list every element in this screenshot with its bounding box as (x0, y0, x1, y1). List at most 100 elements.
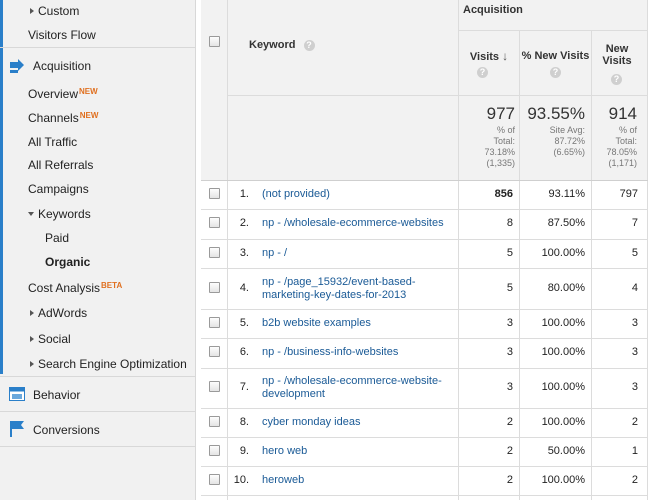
sidebar-item-paid[interactable]: Paid (45, 231, 70, 245)
row-checkbox[interactable] (209, 188, 220, 199)
sidebar-item-all-referrals[interactable]: All Referrals (28, 158, 94, 172)
sidebar-item-all-traffic[interactable]: All Traffic (28, 135, 78, 149)
divider (0, 411, 196, 412)
row-divider (201, 437, 648, 438)
sidebar-item-keywords[interactable]: Keywords (28, 207, 224, 221)
sidebar-section-acquisition[interactable]: Acquisition (0, 58, 196, 78)
sidebar-item-custom[interactable]: Custom (30, 4, 226, 18)
row-checkbox[interactable] (209, 445, 220, 456)
table-row: 5. b2b website examples 3 100.00% 3 (201, 309, 648, 339)
column-header-new-visits[interactable]: New Visits (602, 43, 632, 67)
cell-new-visits: 7 (631, 217, 638, 229)
table-row: 7. np - /wholesale-ecommerce-website-deve… (201, 368, 648, 409)
row-index: 3. (239, 247, 249, 259)
cell-visits: 5 (506, 247, 513, 259)
cell-new-visits: 2 (631, 416, 638, 428)
help-icon[interactable]: ? (611, 71, 622, 85)
keyword-link[interactable]: b2b website examples (262, 317, 371, 329)
cell-visits: 3 (506, 346, 513, 358)
help-icon[interactable]: ? (303, 40, 315, 51)
select-all-checkbox[interactable] (209, 36, 220, 47)
sidebar-item-social[interactable]: Social (30, 332, 226, 346)
cell-new-visits: 797 (619, 188, 638, 200)
cell-new-visits: 4 (631, 282, 638, 294)
keyword-link[interactable]: np - /business-info-websites (262, 346, 399, 358)
sidebar-item-campaigns[interactable]: Campaigns (28, 182, 89, 196)
help-icon[interactable]: ? (550, 64, 561, 78)
row-checkbox[interactable] (209, 416, 220, 427)
new-badge: NEW (79, 87, 98, 96)
sidebar-item-visitors-flow[interactable]: Visitors Flow (28, 28, 96, 42)
keyword-link[interactable]: np - /wholesale-ecommerce-websites (262, 217, 444, 229)
sidebar-item-adwords[interactable]: AdWords (30, 306, 226, 320)
keyword-link[interactable]: np - /wholesale-ecommerce-website-develo… (262, 375, 442, 400)
divider (0, 47, 196, 48)
sidebar-nav: Custom Visitors Flow Acquisition Overvie… (0, 0, 196, 500)
row-checkbox[interactable] (209, 474, 220, 485)
keyword-link[interactable]: np - / (262, 247, 288, 259)
column-header-new-visits-pct[interactable]: % New Visits (521, 50, 590, 62)
row-index: 9. (239, 445, 249, 457)
row-divider (201, 209, 648, 210)
sidebar-item-cost-analysis[interactable]: Cost AnalysisBETA (28, 281, 123, 295)
row-checkbox[interactable] (209, 247, 220, 258)
expand-triangle-icon (30, 8, 34, 14)
sidebar-section-behavior[interactable]: Behavior (0, 387, 196, 405)
row-checkbox[interactable] (209, 346, 220, 357)
row-divider (201, 338, 648, 339)
keyword-table: Keyword ? Acquisition Visits ↓ ? % New V… (201, 0, 648, 500)
table-row: 9. hero web 2 50.00% 1 (201, 437, 648, 467)
cell-new-visits-pct: 100.00% (541, 381, 585, 393)
sidebar-section-conversions[interactable]: Conversions (0, 421, 196, 439)
summary-visits-sub: % of Total: 73.18% (1,335) (484, 125, 515, 168)
sidebar-item-overview[interactable]: OverviewNEW (28, 87, 98, 101)
keyword-link[interactable]: (not provided) (262, 188, 330, 200)
keyword-link[interactable]: np - /page_15932/event-based-marketing-k… (262, 276, 416, 301)
cell-new-visits: 3 (631, 317, 638, 329)
row-checkbox[interactable] (209, 282, 220, 293)
row-index: 2. (239, 217, 249, 229)
cell-visits: 3 (506, 317, 513, 329)
column-group-acquisition: Acquisition (463, 4, 523, 16)
cell-visits: 8 (506, 217, 513, 229)
row-index: 4. (239, 282, 249, 294)
row-checkbox[interactable] (209, 217, 220, 228)
cell-new-visits-pct: 100.00% (541, 416, 585, 428)
summary-new-visits-sub: % of Total: 78.05% (1,171) (606, 125, 637, 168)
row-checkbox[interactable] (209, 317, 220, 328)
cell-visits: 2 (506, 445, 513, 457)
keyword-link[interactable]: heroweb (262, 474, 305, 486)
table-row: 2. np - /wholesale-ecommerce-websites 8 87.… (201, 209, 648, 240)
cell-visits: 3 (506, 381, 513, 393)
cell-new-visits: 3 (631, 346, 638, 358)
behavior-window-icon (9, 387, 25, 404)
keyword-link[interactable]: cyber monday ideas (262, 416, 361, 428)
sidebar-item-seo[interactable]: Search Engine Optimization (30, 357, 226, 371)
summary-new-visits: 914 (608, 104, 637, 123)
cell-new-visits-pct: 87.50% (547, 217, 585, 229)
cell-visits: 2 (506, 474, 513, 486)
column-header-keyword[interactable]: Keyword ? (249, 39, 315, 51)
sidebar-item-channels[interactable]: ChannelsNEW (28, 111, 99, 125)
sidebar-item-organic[interactable]: Organic (45, 255, 91, 269)
collapse-triangle-icon (28, 212, 34, 216)
row-divider (201, 495, 648, 496)
cell-visits: 2 (506, 416, 513, 428)
keyword-link[interactable]: hero web (262, 445, 308, 457)
cell-new-visits: 1 (631, 445, 638, 457)
table-row: 1. (not provided) 856 93.11% 797 (201, 181, 648, 210)
help-icon[interactable]: ? (477, 64, 488, 78)
new-badge: NEW (79, 111, 99, 120)
column-header-visits[interactable]: Visits ↓ (469, 49, 509, 63)
row-divider (201, 466, 648, 467)
row-divider (201, 268, 648, 269)
row-checkbox[interactable] (209, 381, 220, 392)
row-index: 8. (239, 416, 249, 428)
summary-new-visits-pct: 93.55% (527, 104, 585, 123)
divider (0, 376, 196, 377)
cell-visits: 856 (494, 188, 513, 200)
table-row: 6. np - /business-info-websites 3 100.00% 3 (201, 338, 648, 369)
cell-new-visits-pct: 100.00% (541, 317, 585, 329)
divider (0, 446, 196, 447)
row-index: 7. (239, 381, 249, 393)
